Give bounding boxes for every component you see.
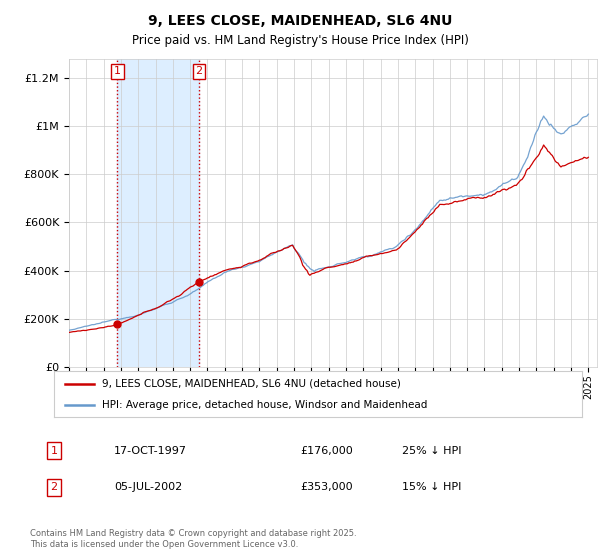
Text: 17-OCT-1997: 17-OCT-1997 [114, 446, 187, 456]
Text: 2: 2 [50, 482, 58, 492]
Text: 15% ↓ HPI: 15% ↓ HPI [402, 482, 461, 492]
Text: £353,000: £353,000 [300, 482, 353, 492]
Text: 9, LEES CLOSE, MAIDENHEAD, SL6 4NU (detached house): 9, LEES CLOSE, MAIDENHEAD, SL6 4NU (deta… [101, 379, 400, 389]
Text: 25% ↓ HPI: 25% ↓ HPI [402, 446, 461, 456]
Text: 05-JUL-2002: 05-JUL-2002 [114, 482, 182, 492]
Text: 1: 1 [114, 67, 121, 77]
Text: 9, LEES CLOSE, MAIDENHEAD, SL6 4NU: 9, LEES CLOSE, MAIDENHEAD, SL6 4NU [148, 14, 452, 28]
Text: Price paid vs. HM Land Registry's House Price Index (HPI): Price paid vs. HM Land Registry's House … [131, 34, 469, 46]
Text: HPI: Average price, detached house, Windsor and Maidenhead: HPI: Average price, detached house, Wind… [101, 400, 427, 410]
Text: 1: 1 [50, 446, 58, 456]
Text: Contains HM Land Registry data © Crown copyright and database right 2025.
This d: Contains HM Land Registry data © Crown c… [30, 529, 356, 549]
Text: £176,000: £176,000 [300, 446, 353, 456]
Bar [117, 59, 199, 367]
Text: 2: 2 [196, 67, 203, 77]
